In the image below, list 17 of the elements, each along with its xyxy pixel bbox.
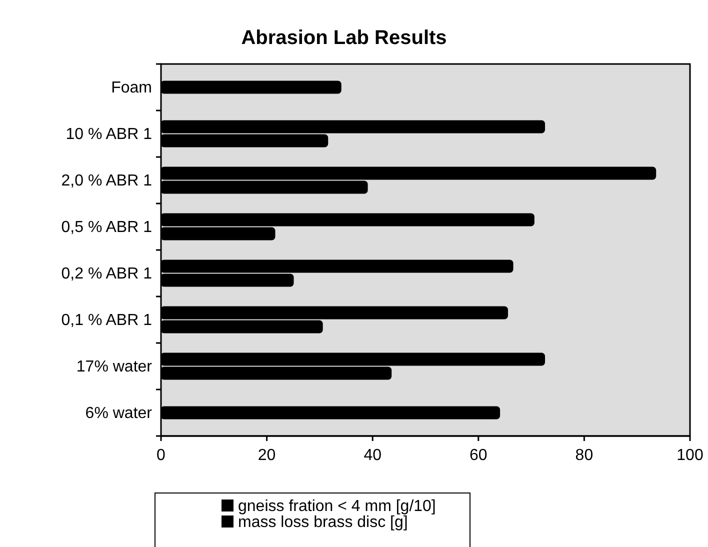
x-tick-label: 0 bbox=[156, 447, 166, 464]
x-tick-label: 60 bbox=[470, 447, 488, 464]
legend-label: mass loss brass disc [g] bbox=[238, 514, 408, 531]
x-tick-label: 100 bbox=[676, 447, 704, 464]
y-tick-label: 0,1 % ABR 1 bbox=[61, 312, 152, 329]
y-tick-label: 17% water bbox=[76, 358, 153, 376]
chart-title: Abrasion Lab Results bbox=[241, 27, 447, 49]
y-tick-label: Foam bbox=[111, 79, 152, 96]
y-tick-label: 0,5 % ABR 1 bbox=[61, 218, 152, 236]
y-tick-label: 0,2 % ABR 1 bbox=[61, 265, 152, 282]
x-tick-label: 40 bbox=[364, 447, 382, 464]
y-tick-label: 10 % ABR 1 bbox=[66, 126, 152, 143]
legend-label: gneiss fration < 4 mm [g/10] bbox=[238, 498, 436, 515]
y-tick-label: 2,0 % ABR 1 bbox=[61, 172, 152, 190]
y-tick-label: 6% water bbox=[85, 404, 153, 422]
x-tick-label: 80 bbox=[575, 447, 594, 464]
x-tick-label: 20 bbox=[258, 447, 276, 464]
